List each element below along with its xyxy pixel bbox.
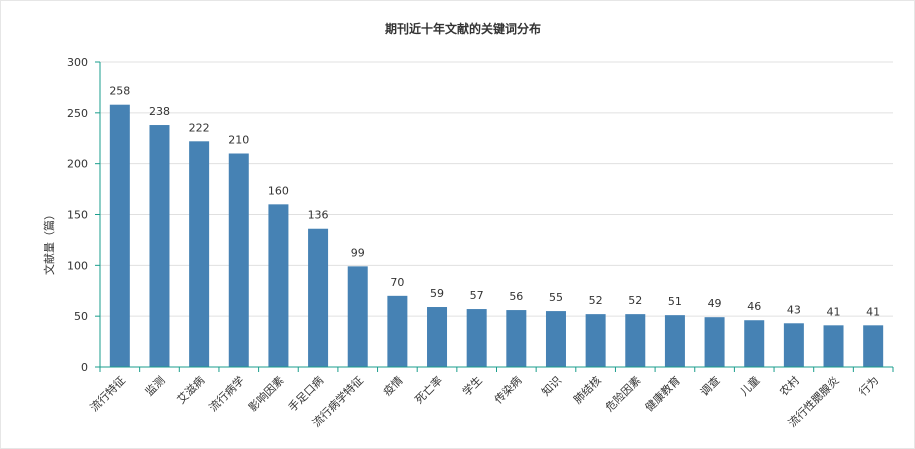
bar (585, 314, 606, 367)
x-tick-label: 疫情 (380, 373, 405, 398)
value-label: 46 (747, 300, 761, 313)
value-label: 136 (308, 209, 329, 222)
value-label: 70 (390, 276, 404, 289)
bar (664, 315, 685, 367)
bar (347, 266, 368, 367)
value-label: 238 (149, 105, 170, 118)
y-tick-label: 100 (67, 259, 88, 272)
value-label: 52 (628, 294, 642, 307)
bar (268, 204, 289, 367)
chart-title: 期刊近十年文献的关键词分布 (385, 21, 541, 36)
bar (387, 295, 408, 367)
bar (109, 104, 130, 367)
y-tick-label: 300 (67, 56, 88, 69)
y-tick-label: 0 (81, 361, 88, 374)
value-label: 258 (109, 85, 130, 98)
bar (466, 309, 487, 367)
x-tick-label: 传染病 (491, 373, 524, 406)
x-tick-label: 危险因素 (602, 373, 643, 414)
bar (228, 153, 249, 367)
value-label: 49 (708, 297, 722, 310)
value-label: 57 (470, 289, 484, 302)
y-axis-label: 文献量（篇） (42, 209, 56, 275)
bar (545, 311, 566, 367)
x-tick-label: 监测 (143, 374, 168, 399)
bar (506, 310, 527, 367)
x-tick-label: 行为 (857, 374, 882, 399)
bar (625, 314, 646, 367)
value-label: 160 (268, 184, 289, 197)
bar (744, 320, 765, 367)
bar (823, 325, 844, 367)
x-tick-label: 儿童 (737, 373, 762, 398)
x-tick-label: 手足口病 (285, 373, 326, 414)
value-label: 52 (589, 294, 603, 307)
bar (863, 325, 884, 367)
bars (109, 104, 884, 368)
y-axis-ticks: 0 50 100 150 200 250 300 (67, 56, 100, 374)
bar (783, 323, 804, 367)
x-tick-label: 农村 (777, 373, 802, 398)
x-tick-label: 艾滋病 (174, 373, 207, 406)
value-label: 99 (351, 246, 365, 259)
gridlines (100, 61, 893, 317)
x-tick-label: 调查 (697, 373, 722, 398)
x-tick-label: 知识 (539, 373, 564, 398)
bar (308, 228, 329, 367)
bar (427, 307, 448, 367)
value-label: 222 (189, 121, 210, 134)
x-tick-label: 流行特征 (87, 373, 128, 414)
x-tick-label: 流行病学 (206, 373, 247, 414)
x-tick-label: 肺结核 (571, 373, 604, 406)
value-label: 43 (787, 303, 801, 316)
bar (149, 125, 170, 368)
x-axis-ticks: 流行特征 监测 艾滋病 流行病学 影响因素 手足口病流行病学特征 疫情 死亡率 学生 传染病 知识肺… (87, 367, 894, 430)
value-label: 51 (668, 295, 682, 308)
x-tick-label: 健康教育 (642, 373, 683, 414)
x-tick-label: 影响因素 (246, 374, 286, 414)
x-tick-label: 学生 (459, 373, 484, 398)
y-tick-label: 50 (74, 310, 88, 323)
bar (704, 317, 725, 367)
bar (189, 141, 210, 367)
value-label: 55 (549, 291, 563, 304)
y-tick-label: 150 (67, 209, 88, 222)
y-tick-label: 200 (67, 158, 88, 171)
x-tick-label: 死亡率 (412, 373, 445, 406)
y-tick-label: 250 (67, 107, 88, 120)
value-labels: 258 238 222 210 160 136 99 70 59 57 56 55 52 52 51 49 46… (109, 85, 880, 319)
value-label: 41 (827, 305, 841, 318)
value-label: 59 (430, 287, 444, 300)
value-label: 41 (866, 305, 880, 318)
value-label: 56 (509, 290, 523, 303)
value-label: 210 (228, 134, 249, 147)
